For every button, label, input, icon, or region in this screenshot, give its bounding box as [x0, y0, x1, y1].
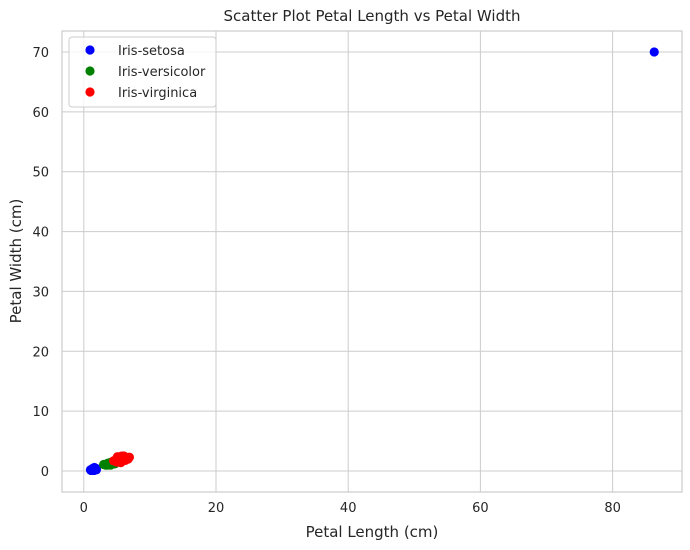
y-tick-label: 50 — [32, 166, 49, 181]
x-tick-label: 80 — [604, 501, 621, 516]
series-iris-setosa — [85, 47, 659, 476]
y-tick-label: 30 — [32, 285, 49, 300]
scatter-point — [99, 459, 109, 470]
legend-marker — [85, 45, 95, 55]
y-tick-label: 60 — [32, 106, 49, 121]
y-tick-label: 20 — [32, 345, 49, 360]
scatter-point — [649, 47, 659, 57]
scatter-point — [112, 455, 123, 465]
legend-label: Iris-setosa — [118, 44, 185, 59]
y-tick-label: 70 — [32, 46, 49, 61]
y-tick-label: 40 — [32, 226, 49, 241]
x-tick-label: 40 — [340, 501, 357, 516]
series-iris-virginica — [108, 451, 135, 468]
legend-marker — [85, 66, 95, 76]
scatter-point — [88, 465, 98, 475]
y-axis-label: Petal Width (cm) — [7, 199, 25, 324]
x-tick-label: 0 — [80, 501, 88, 516]
y-tick-labels: 0 10 20 30 40 50 60 70 — [32, 46, 49, 480]
x-tick-labels: 0 20 40 60 80 — [80, 501, 621, 516]
x-tick-label: 20 — [208, 501, 225, 516]
x-tick-label: 60 — [472, 501, 489, 516]
chart-title: Scatter Plot Petal Length vs Petal Width — [224, 7, 521, 25]
legend-label: Iris-versicolor — [118, 65, 206, 80]
axis-spines — [61, 30, 683, 493]
x-axis-label: Petal Length (cm) — [306, 523, 439, 541]
legend-box — [68, 36, 217, 108]
legend: Iris-setosa Iris-versicolor Iris-virginica — [68, 36, 217, 108]
y-tick-label: 10 — [32, 405, 49, 420]
plot-border — [61, 30, 683, 493]
y-tick-label: 0 — [41, 465, 49, 480]
plot-area — [62, 31, 682, 492]
legend-label: Iris-virginica — [118, 86, 197, 101]
data-points — [85, 47, 659, 476]
legend-marker — [85, 87, 95, 97]
